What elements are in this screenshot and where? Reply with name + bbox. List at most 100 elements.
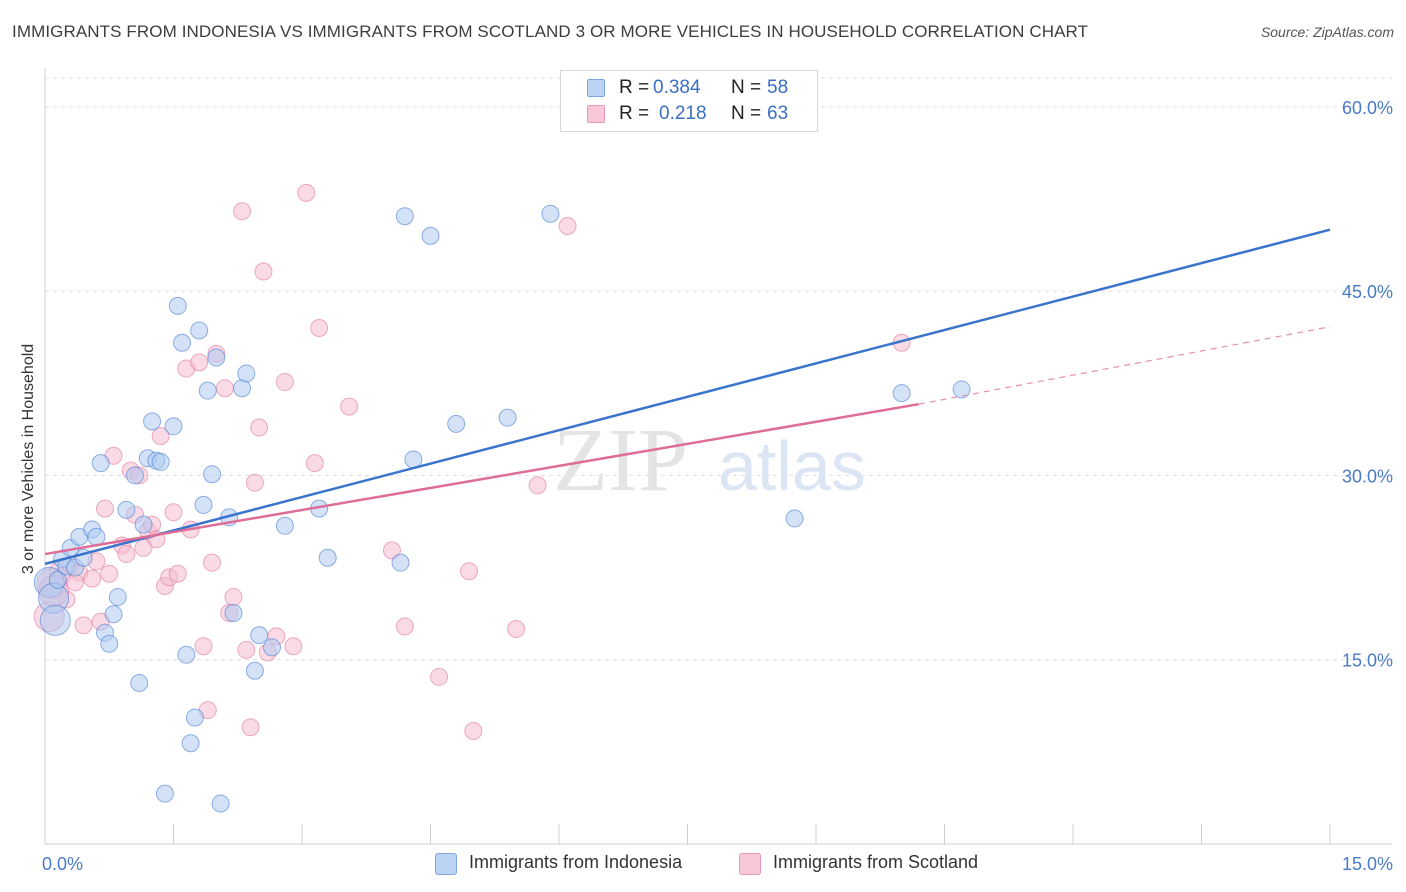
legend-n-label: N =: [731, 103, 762, 124]
indonesia-point: [48, 570, 67, 589]
scotland-point: [340, 397, 359, 416]
indonesia-point: [203, 465, 222, 484]
axes: [44, 68, 1392, 845]
scotland-point: [507, 620, 526, 638]
scotland-point: [233, 202, 252, 221]
scotland-point: [275, 373, 294, 392]
indonesia-point: [155, 784, 174, 803]
scotland-point: [297, 183, 316, 202]
indonesia-point: [177, 645, 196, 664]
bottom-legend-label-indonesia: Immigrants from Indonesia: [469, 852, 683, 872]
indonesia-point: [785, 509, 804, 528]
scotland-point: [464, 721, 483, 740]
legend-n-value: 58: [767, 77, 789, 98]
x-tick-label: 15.0%: [1342, 854, 1393, 874]
scotland-point: [83, 569, 102, 588]
bottom-legend-swatch-indonesia: [435, 853, 457, 875]
scotland-point: [284, 637, 303, 656]
indonesia-point: [173, 333, 192, 352]
watermark: ZIP atlas: [553, 411, 866, 510]
scotland-point: [224, 588, 243, 607]
watermark-atlas: atlas: [718, 427, 866, 505]
indonesia-point: [190, 321, 209, 340]
indonesia-point: [194, 495, 213, 514]
scotland-trend-extension: [918, 326, 1331, 405]
indonesia-point: [447, 414, 466, 433]
legend-r-label: R =: [619, 103, 650, 124]
indonesia-point: [181, 734, 200, 753]
scotland-point: [74, 616, 93, 635]
scotland-point: [95, 499, 114, 518]
legend-n-label: N =: [731, 77, 762, 98]
chart-source: Source: ZipAtlas.com: [1260, 24, 1394, 40]
indonesia-point: [391, 553, 410, 572]
scotland-point: [250, 418, 269, 437]
indonesia-point: [168, 296, 187, 315]
indonesia-point: [143, 412, 162, 431]
indonesia-point: [498, 408, 517, 427]
scotland-point: [100, 564, 119, 583]
scotland-point: [460, 562, 479, 581]
trend-lines: [44, 228, 1331, 566]
legend-r-value: 0.384: [653, 77, 701, 98]
indonesia-point: [892, 384, 911, 403]
legend-n-value: 63: [767, 103, 789, 124]
chart-title: IMMIGRANTS FROM INDONESIA VS IMMIGRANTS …: [12, 22, 1089, 41]
indonesia-point: [275, 516, 294, 535]
y-tick-label: 15.0%: [1342, 651, 1393, 671]
tick-labels: 15.0% 30.0% 45.0% 60.0% 0.0% 15.0%: [42, 98, 1393, 874]
y-tick-label: 60.0%: [1342, 98, 1393, 118]
indonesia-point: [39, 604, 71, 636]
indonesia-point: [224, 604, 243, 623]
scotland-point: [430, 667, 449, 686]
scotland-point: [151, 427, 170, 446]
y-tick-label: 30.0%: [1342, 466, 1393, 486]
indonesia-point: [104, 605, 123, 624]
indonesia-point: [250, 626, 269, 645]
scotland-point: [528, 476, 547, 495]
scotland-point: [164, 503, 183, 522]
scotland-trend-line: [44, 402, 920, 556]
indonesia-point: [211, 794, 230, 813]
indonesia-point: [151, 452, 170, 471]
scotland-point: [382, 541, 401, 560]
scotland-point: [254, 262, 273, 281]
x-tick-label: 0.0%: [42, 854, 83, 874]
scotland-point: [245, 473, 264, 492]
legend-r-value: 0.218: [659, 103, 707, 124]
stats-legend: R = 0.384 N = 58 R = 0.218 N = 63: [560, 70, 818, 132]
indonesia-point: [263, 638, 282, 657]
indonesia-point: [108, 588, 127, 607]
scotland-point: [395, 617, 414, 636]
indonesia-point: [245, 661, 264, 680]
legend-swatch-scotland: [587, 105, 605, 123]
indonesia-point: [198, 381, 217, 400]
indonesia-point: [91, 454, 110, 473]
indonesia-point: [952, 380, 971, 399]
legend-swatch-indonesia: [587, 79, 605, 97]
indonesia-points: [33, 204, 971, 813]
scotland-point: [203, 553, 222, 572]
indonesia-point: [395, 207, 414, 226]
watermark-zip: ZIP: [553, 411, 688, 510]
scotland-point: [305, 454, 324, 473]
indonesia-point: [237, 364, 256, 383]
bottom-legend-label-scotland: Immigrants from Scotland: [773, 852, 979, 872]
scotland-point: [558, 217, 577, 236]
indonesia-point: [541, 204, 560, 223]
indonesia-point: [207, 348, 226, 367]
indonesia-point: [130, 674, 149, 693]
indonesia-trend-line: [44, 228, 1331, 566]
scotland-point: [215, 379, 234, 398]
scotland-point: [310, 319, 329, 337]
scotland-point: [117, 545, 136, 564]
scotland-point: [190, 353, 209, 372]
indonesia-point: [421, 226, 440, 245]
indonesia-point: [185, 708, 204, 727]
scotland-point: [194, 637, 213, 656]
scotland-point: [168, 564, 187, 583]
scotland-point: [241, 718, 260, 737]
indonesia-point: [100, 634, 119, 653]
bottom-legend-swatch-scotland: [739, 853, 761, 875]
